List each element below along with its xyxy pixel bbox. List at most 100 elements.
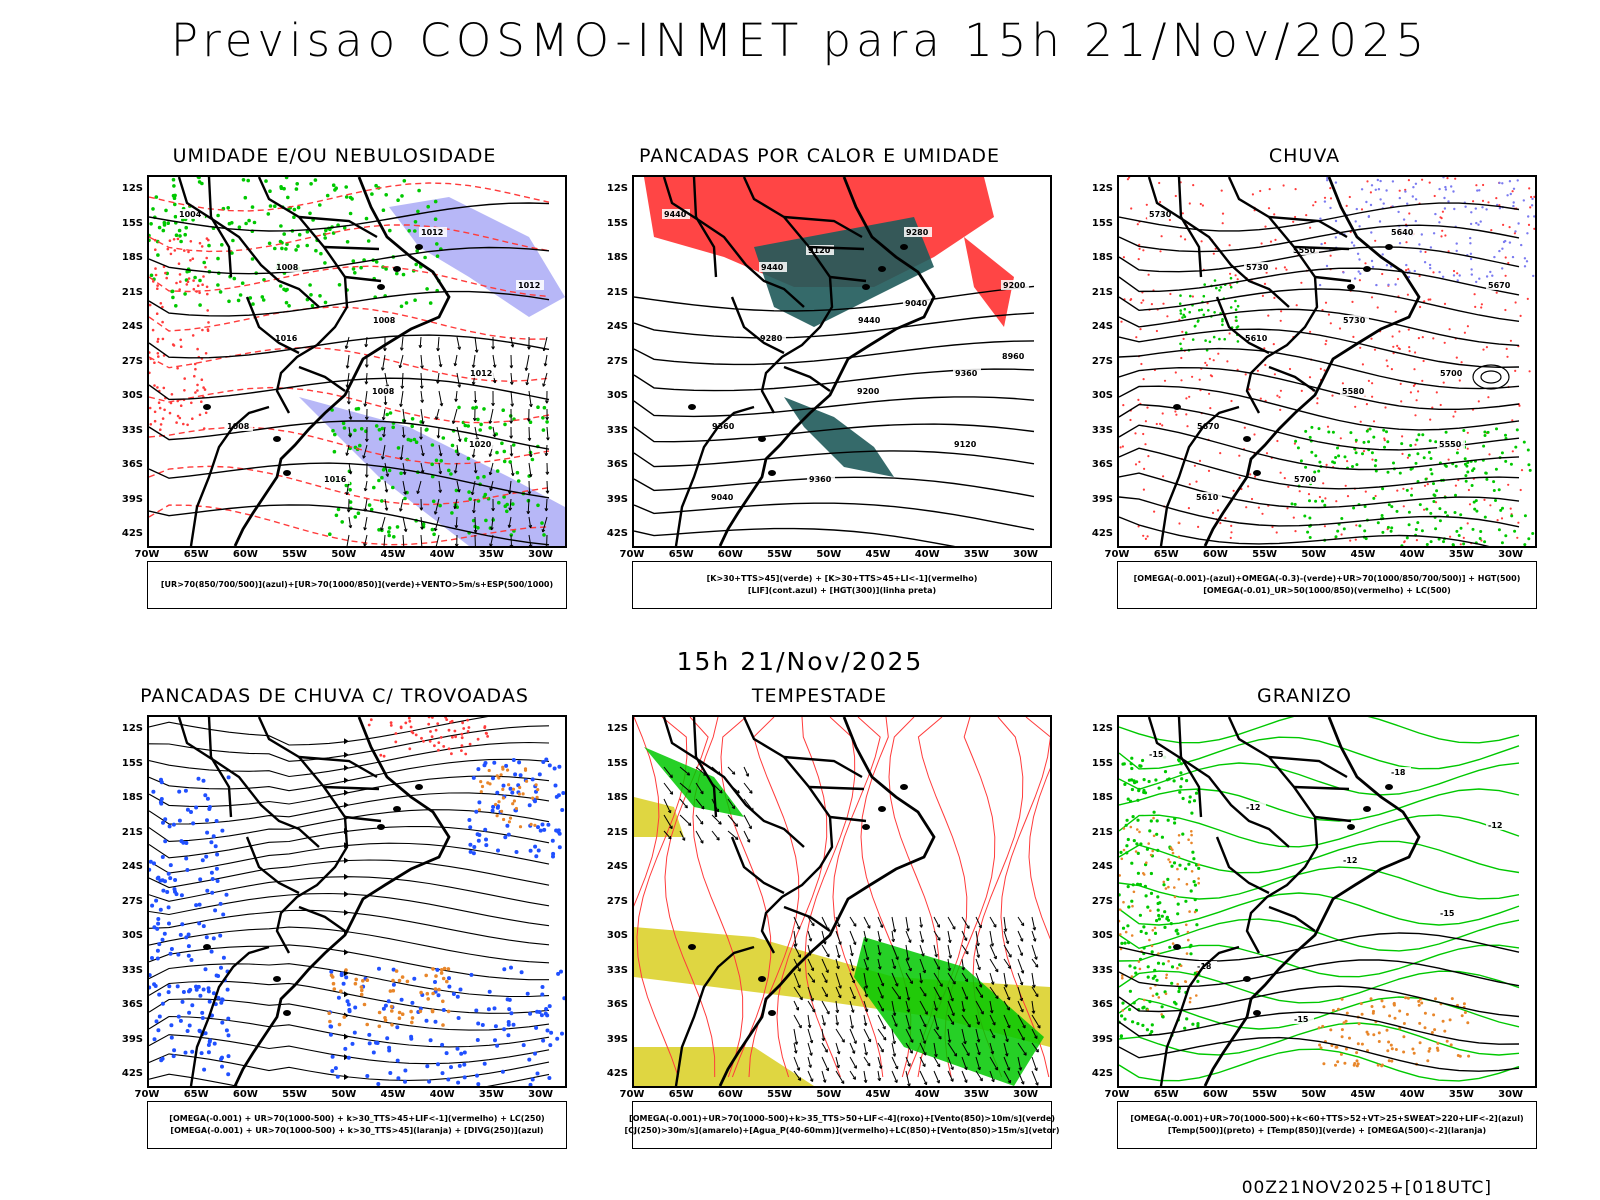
contour-label: 1012 — [421, 228, 443, 237]
contour-label: 9040 — [711, 493, 734, 502]
panel-umidade: UMIDADE E/OU NEBULOSIDADE 1004 1008 1008 10… — [97, 145, 572, 615]
map-canvas: 9440 9440 9440 9360 9360 9360 9280 9200 9280 9200… — [634, 177, 1035, 546]
lat-tick-label: 18S — [1091, 252, 1113, 263]
lat-tick-label: 18S — [606, 252, 628, 263]
lon-tick-label: 50W — [331, 549, 357, 560]
contour-label: 9440 — [761, 263, 784, 272]
contour-label: -12 — [1488, 821, 1502, 830]
legend-line-2: [OMEGA(-0.001) + UR>70(1000-500) + k>30_… — [170, 1126, 544, 1135]
lon-tick-label: 65W — [183, 1089, 209, 1100]
lon-tick-label: 45W — [865, 549, 891, 560]
lat-tick-label: 33S — [121, 964, 143, 976]
panel-title: PANCADAS POR CALOR E UMIDADE — [638, 145, 1000, 167]
lon-tick-label: 40W — [429, 1089, 455, 1100]
lat-tick-label: 24S — [121, 861, 143, 872]
contour-label: 8960 — [1002, 352, 1025, 361]
lat-tick-label: 12S — [121, 183, 143, 194]
lon-tick-label: 55W — [767, 549, 793, 560]
map-canvas — [634, 717, 1050, 1086]
lat-tick-label: 42S — [121, 528, 143, 539]
lat-tick-label: 27S — [121, 355, 143, 367]
contour-label: 9360 — [809, 475, 832, 484]
lat-tick-label: 39S — [121, 1033, 143, 1045]
lat-tick-label: 39S — [1091, 493, 1113, 505]
lat-tick-label: 24S — [606, 321, 628, 332]
lat-tick-label: 21S — [1091, 286, 1113, 298]
lat-tick-label: 36S — [606, 999, 628, 1010]
lat-tick-label: 27S — [606, 895, 628, 907]
contour-label: -15 — [1294, 1015, 1309, 1024]
lon-tick-label: 35W — [963, 549, 989, 560]
legend-line-2: [OMEGA(-0.01)_UR>50(1000/850)(vermelho) … — [1203, 586, 1451, 595]
lat-tick-label: 30S — [1091, 930, 1113, 941]
map-canvas — [149, 717, 565, 1086]
lat-tick-label: 12S — [606, 723, 628, 734]
lat-tick-label: 27S — [1091, 355, 1113, 367]
panel-title: CHUVA — [1268, 145, 1341, 167]
lat-tick-label: 21S — [121, 826, 143, 838]
panel-title: UMIDADE E/OU NEBULOSIDADE — [172, 145, 497, 167]
lon-tick-label: 65W — [1153, 1089, 1179, 1100]
lat-tick-label: 12S — [1091, 183, 1113, 194]
lat-tick-label: 30S — [606, 390, 628, 401]
contour-label: 5550 — [1439, 440, 1462, 449]
map-canvas: -15-12-12-15-18-15-18-12 — [1119, 717, 1520, 1086]
contour-label: -15 — [1440, 909, 1455, 918]
panel-legend: [OMEGA(-0.001)+UR>70(1000-500)+k<60+TTS>… — [1117, 1101, 1537, 1149]
lon-tick-label: 60W — [232, 1089, 258, 1100]
contour-label: 9280 — [760, 334, 783, 343]
panel-tempestade: TEMPESTADE [OMEGA(-0.001)+UR>70(1000-500… — [582, 685, 1060, 1155]
lon-tick-label: 50W — [816, 549, 842, 560]
lat-tick-label: 39S — [121, 493, 143, 505]
lon-tick-label: 60W — [717, 1089, 743, 1100]
lat-tick-label: 15S — [606, 757, 628, 769]
lon-tick-label: 45W — [380, 1089, 406, 1100]
lon-tick-label: 45W — [1350, 1089, 1376, 1100]
contour-label: 5730 — [1149, 210, 1172, 219]
lat-tick-label: 27S — [1091, 895, 1113, 907]
lat-tick-label: 18S — [121, 792, 143, 803]
legend-line-1: [OMEGA(-0.001) + UR>70(1000-500) + k>30_… — [169, 1114, 545, 1123]
contour-label: 9120 — [954, 440, 977, 449]
lat-tick-label: 15S — [1091, 757, 1113, 769]
lon-tick-label: 50W — [816, 1089, 842, 1100]
lon-tick-label: 70W — [134, 549, 160, 560]
lon-tick-label: 35W — [478, 1089, 504, 1100]
contour-label: 5550 — [1293, 246, 1316, 255]
lon-tick-label: 55W — [282, 1089, 308, 1100]
lat-tick-label: 42S — [1091, 528, 1113, 539]
lat-tick-label: 33S — [606, 964, 628, 976]
lon-tick-label: 65W — [668, 1089, 694, 1100]
lat-tick-label: 24S — [606, 861, 628, 872]
lon-tick-label: 70W — [1104, 1089, 1130, 1100]
lon-tick-label: 50W — [331, 1089, 357, 1100]
lon-tick-label: 30W — [1013, 549, 1039, 560]
lat-tick-label: 36S — [1091, 999, 1113, 1010]
panel-chuva: CHUVA 5730 5730 5730 5700 5670 5700 5640 5670 56… — [1067, 145, 1542, 615]
lon-tick-label: 60W — [232, 549, 258, 560]
lat-tick-label: 18S — [606, 792, 628, 803]
main-title: Previsao COSMO-INMET para 15h 21/Nov/202… — [170, 14, 1430, 67]
contour-label: 1020 — [469, 440, 492, 449]
contour-label: 1008 — [372, 387, 395, 396]
lat-tick-label: 33S — [1091, 424, 1113, 436]
contour-label: 1008 — [373, 316, 396, 325]
contour-label: 1016 — [275, 334, 298, 343]
panel-granizo: GRANIZO -15 -12 -12 -15 -18 -15 -18 -12 [OMEGA(… — [1067, 685, 1542, 1155]
contour-label: 9040 — [905, 299, 928, 308]
contour-label: -18 — [1391, 768, 1406, 777]
contour-label: 5640 — [1391, 228, 1414, 237]
lon-tick-label: 65W — [1153, 549, 1179, 560]
lat-tick-label: 42S — [121, 1068, 143, 1079]
legend-line-1: [OMEGA(-0.001)-(azul)+OMEGA(-0.3)-(verde… — [1133, 574, 1521, 583]
panel-legend: [UR>70(850/700/500)](azul)+[UR>70(1000/8… — [147, 561, 567, 609]
map-tempestade — [632, 715, 1052, 1088]
contour-label: 9120 — [808, 246, 831, 255]
lon-tick-label: 65W — [183, 549, 209, 560]
lat-tick-label: 36S — [121, 999, 143, 1010]
contour-label: 1016 — [324, 475, 347, 484]
contour-label: 5610 — [1196, 493, 1219, 502]
lat-tick-label: 30S — [121, 930, 143, 941]
panel-legend: [OMEGA(-0.001)-(azul)+OMEGA(-0.3)-(verde… — [1117, 561, 1537, 609]
lon-tick-label: 30W — [1498, 549, 1524, 560]
